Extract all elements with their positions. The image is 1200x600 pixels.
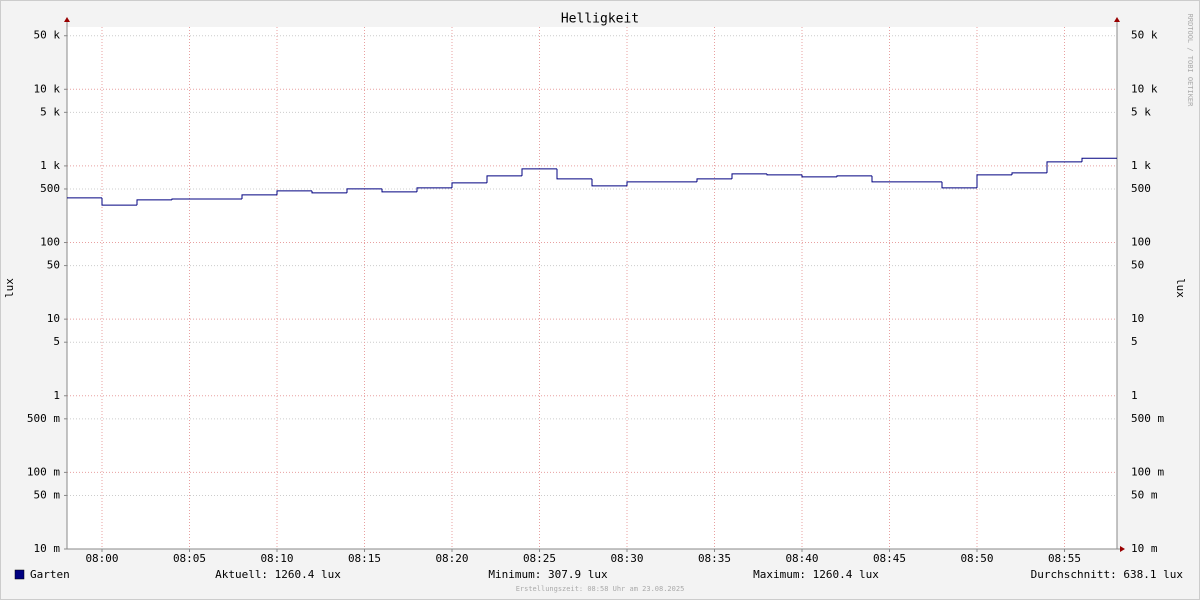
y-tick-label-right: 100 m xyxy=(1131,465,1164,478)
line-step xyxy=(136,199,172,206)
chart-title: Helligkeit xyxy=(561,12,639,27)
y-tick-label: 50 m xyxy=(34,488,61,501)
line-step xyxy=(731,173,767,179)
y-tick-label: 100 m xyxy=(27,465,60,478)
y-tick-label: 10 xyxy=(47,312,60,325)
line-step xyxy=(1011,172,1047,175)
line-step xyxy=(346,188,382,193)
x-tick-label: 08:25 xyxy=(523,552,556,565)
legend-stat: Aktuell: 1260.4 lux xyxy=(215,568,341,581)
x-tick-label: 08:30 xyxy=(610,552,643,565)
x-tick-label: 08:40 xyxy=(785,552,818,565)
x-tick-label: 08:35 xyxy=(698,552,731,565)
line-step xyxy=(486,175,522,183)
legend-stat: Durchschnitt: 638.1 lux xyxy=(1031,568,1184,581)
line-step xyxy=(416,187,452,192)
x-tick-label: 08:10 xyxy=(260,552,293,565)
watermark: RRDTOOL / TOBI OETIKER xyxy=(1186,14,1194,108)
y-tick-label: 500 xyxy=(40,182,60,195)
x-tick-label: 08:15 xyxy=(348,552,381,565)
legend-label: Garten xyxy=(30,568,70,581)
y-tick-label: 1 k xyxy=(40,159,60,172)
axis-arrow xyxy=(64,17,70,22)
line-step xyxy=(171,198,207,200)
y-axis-label-right: lux xyxy=(1174,278,1187,298)
y-tick-label-right: 500 m xyxy=(1131,412,1164,425)
y-tick-label-right: 1 k xyxy=(1131,159,1151,172)
footer: Erstellungszeit: 08:58 Uhr am 23.08.2025 xyxy=(516,585,685,593)
line-step xyxy=(941,181,977,189)
x-tick-label: 08:45 xyxy=(873,552,906,565)
line-step xyxy=(766,173,802,176)
y-tick-label: 5 k xyxy=(40,105,60,118)
axis-arrow xyxy=(1120,546,1125,552)
y-tick-label-right: 500 xyxy=(1131,182,1151,195)
axis-arrow xyxy=(1114,17,1120,22)
y-tick-label: 50 k xyxy=(34,29,61,42)
line-step xyxy=(1046,161,1082,173)
y-tick-label-right: 10 m xyxy=(1131,542,1158,555)
line-step xyxy=(591,178,627,187)
line-step xyxy=(696,178,732,182)
plot-area xyxy=(67,27,1117,549)
line-step xyxy=(276,190,312,195)
x-tick-label: 08:50 xyxy=(960,552,993,565)
y-tick-label: 500 m xyxy=(27,412,60,425)
y-tick-label: 10 m xyxy=(34,542,61,555)
y-tick-label-right: 100 xyxy=(1131,236,1151,249)
line-step xyxy=(801,174,837,178)
x-tick-label: 08:05 xyxy=(173,552,206,565)
y-tick-label: 100 xyxy=(40,236,60,249)
line-step xyxy=(871,175,907,183)
x-tick-label: 08:00 xyxy=(85,552,118,565)
legend-swatch xyxy=(14,569,25,580)
line-step xyxy=(521,168,557,176)
y-tick-label-right: 50 k xyxy=(1131,29,1158,42)
y-tick-label: 1 xyxy=(53,389,60,402)
legend-stat: Minimum: 307.9 lux xyxy=(488,568,608,581)
line-step xyxy=(976,174,1012,188)
line-step xyxy=(311,190,347,194)
line-step xyxy=(626,181,662,186)
y-tick-label-right: 10 xyxy=(1131,312,1144,325)
x-tick-label: 08:55 xyxy=(1048,552,1081,565)
y-tick-label: 10 k xyxy=(34,82,61,95)
y-tick-label-right: 50 xyxy=(1131,259,1144,272)
legend-stat: Maximum: 1260.4 lux xyxy=(753,568,879,581)
y-tick-label-right: 1 xyxy=(1131,389,1138,402)
line-step xyxy=(556,168,592,180)
line-step xyxy=(381,188,417,193)
line-step xyxy=(1081,157,1117,162)
y-tick-label-right: 5 k xyxy=(1131,105,1151,118)
line-step xyxy=(836,175,872,177)
line-step xyxy=(101,197,137,206)
y-tick-label-right: 5 xyxy=(1131,335,1138,348)
y-tick-label: 50 xyxy=(47,259,60,272)
y-tick-label-right: 50 m xyxy=(1131,488,1158,501)
y-axis-label: lux xyxy=(3,278,16,298)
line-step xyxy=(241,194,277,199)
x-tick-label: 08:20 xyxy=(435,552,468,565)
line-step xyxy=(451,182,487,188)
y-tick-label-right: 10 k xyxy=(1131,82,1158,95)
y-tick-label: 5 xyxy=(53,335,60,348)
